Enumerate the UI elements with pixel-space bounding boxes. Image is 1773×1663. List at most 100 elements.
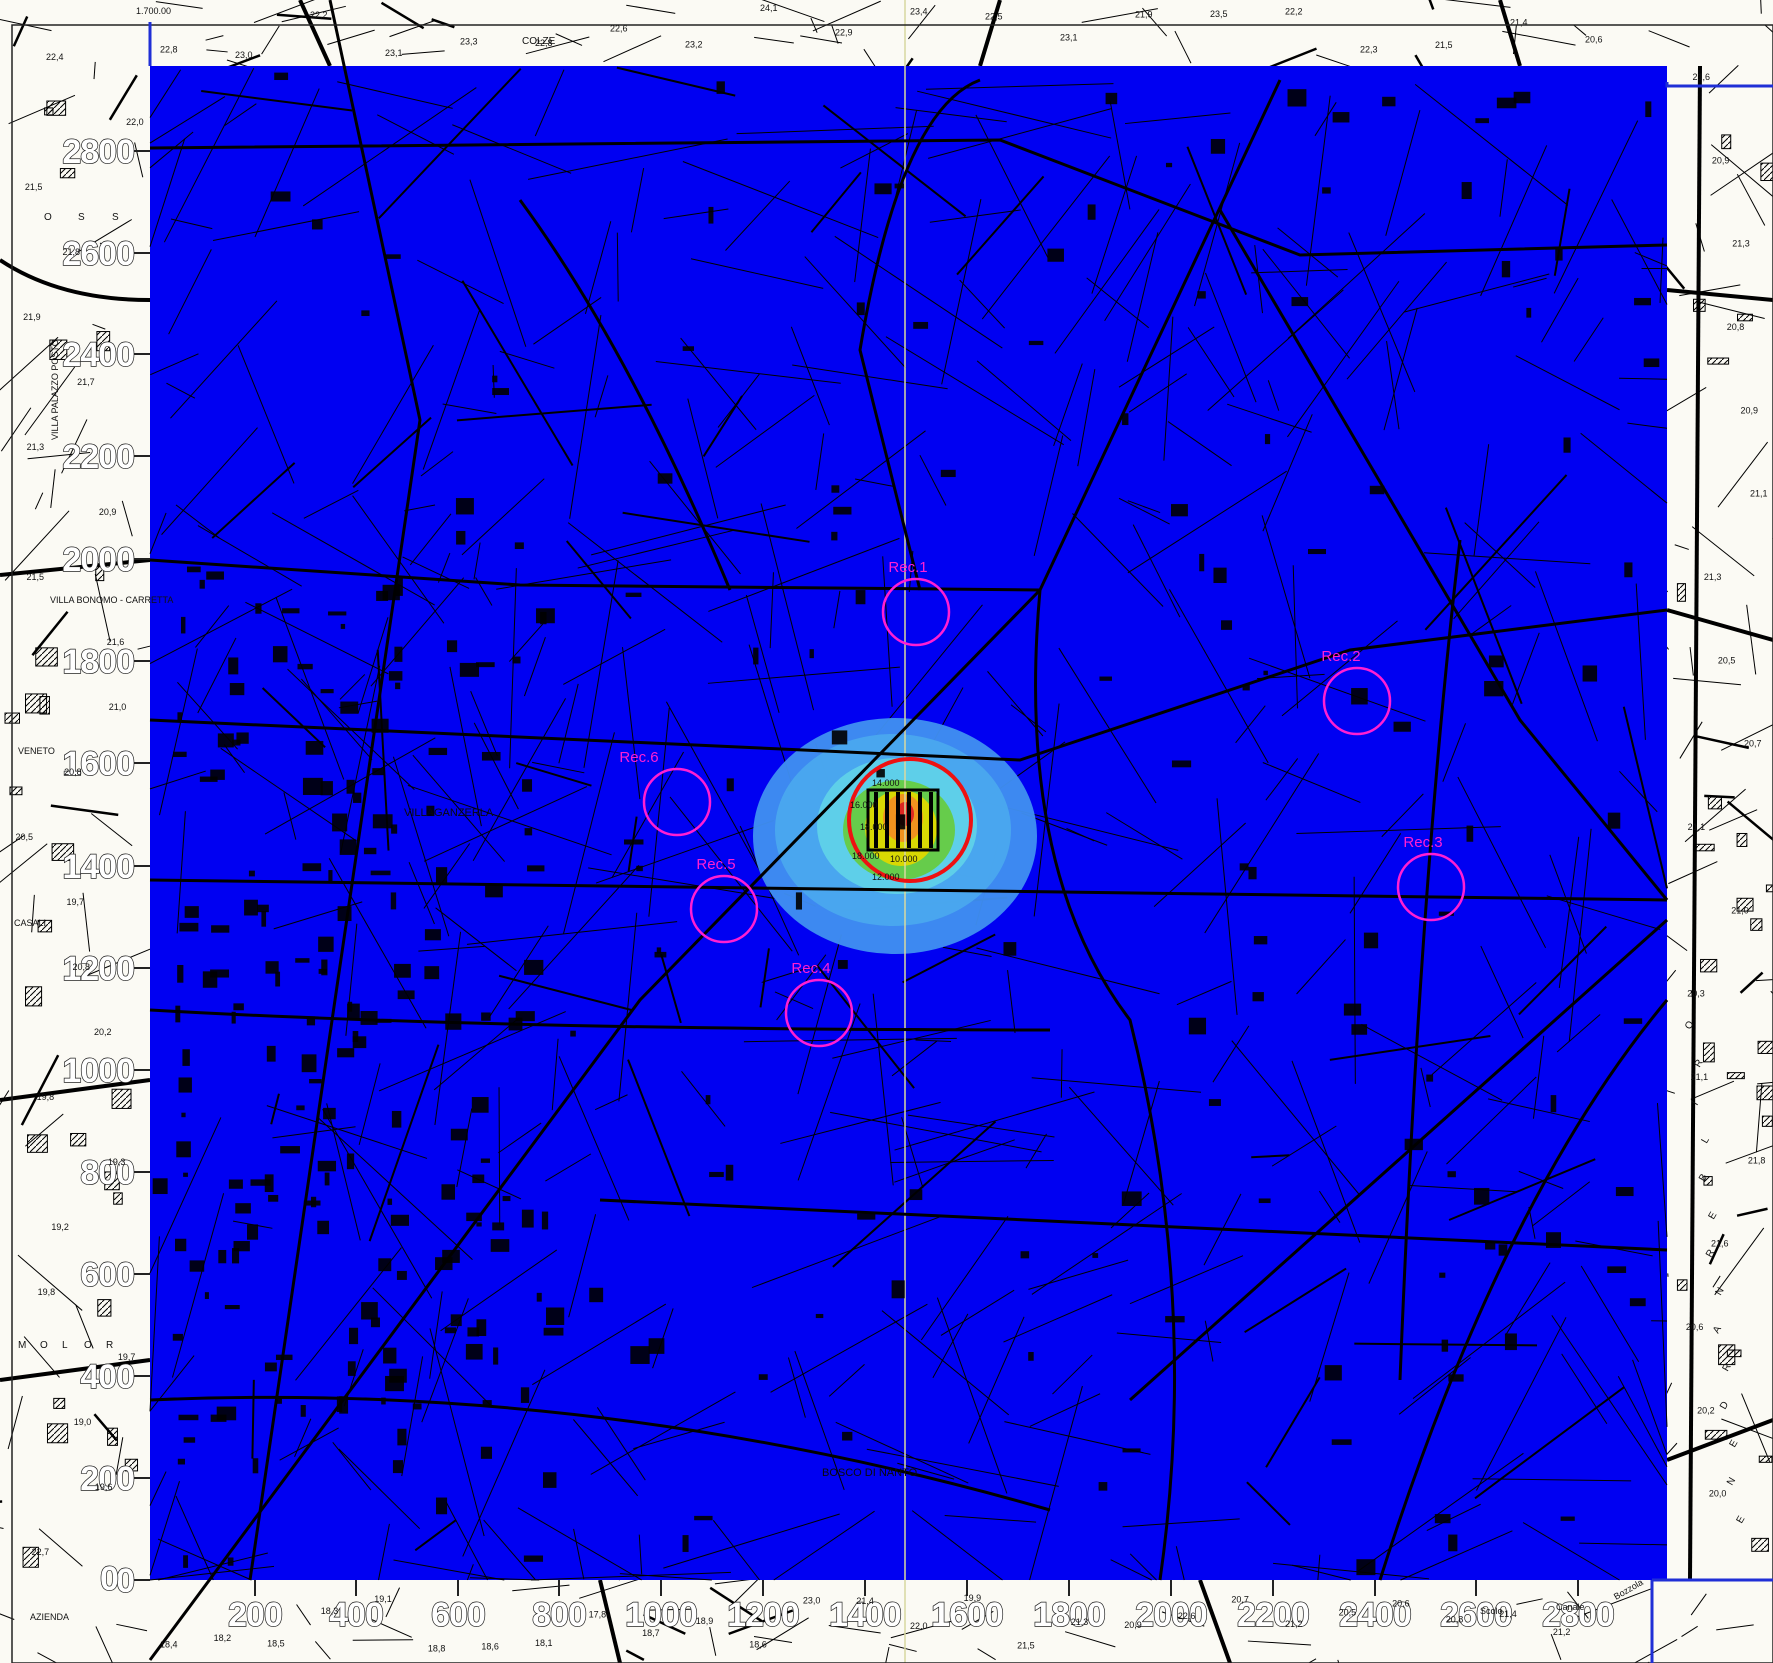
spot-height: 21,5 [1435, 40, 1453, 50]
parcel-line [709, 1586, 763, 1623]
building-footprint [493, 1347, 499, 1365]
parcel-line [759, 948, 770, 1008]
building-footprint [482, 1400, 492, 1406]
building-footprint [894, 183, 904, 189]
parcel-line [1358, 1452, 1524, 1572]
parcel-line [1077, 369, 1096, 467]
building-footprint [199, 579, 205, 589]
parcel-line [1499, 159, 1508, 217]
building-footprint [229, 683, 245, 696]
building-footprint [1751, 1537, 1769, 1552]
building-footprint [274, 72, 289, 81]
building-footprint [178, 1077, 192, 1093]
building-footprint [1501, 260, 1511, 278]
parcel-line [828, 1363, 865, 1397]
spot-height: 20,0 [1709, 1489, 1727, 1499]
parcel-line [523, 637, 546, 697]
building-footprint [1356, 1559, 1376, 1576]
parcel-line [1553, 188, 1571, 276]
parcel-line [508, 623, 544, 662]
building-footprint [363, 847, 377, 855]
parcel-line [941, 199, 982, 385]
parcel-line [895, 107, 1007, 123]
building-footprint [466, 1212, 482, 1222]
building-footprint [856, 302, 865, 316]
building-footprint [536, 1292, 542, 1302]
x-tick-label: 2000 [1135, 1596, 1207, 1634]
building-footprint [371, 718, 389, 733]
y-tick-label: 0 [116, 1562, 134, 1600]
spot-height: 22,3 [1360, 44, 1378, 54]
building-footprint [1439, 1272, 1446, 1278]
parcel-line [1122, 1080, 1160, 1205]
parcel-line [1690, 1593, 1707, 1616]
building-footprint [1645, 101, 1652, 118]
parcel-line [1309, 1272, 1350, 1402]
spot-height: 21,5 [1017, 1640, 1035, 1650]
building-footprint [708, 206, 714, 224]
building-footprint [1332, 112, 1350, 123]
parcel-line [95, 1626, 114, 1663]
building-footprint [96, 331, 111, 352]
building-footprint [59, 168, 76, 179]
building-footprint [1248, 866, 1257, 880]
building-footprint [295, 958, 310, 963]
parcel-line [944, 1514, 1037, 1523]
building-footprint [264, 1174, 274, 1193]
parcel-line [372, 1287, 492, 1407]
building-footprint [520, 1387, 530, 1403]
parcel-line [271, 512, 435, 606]
margin-letter: I [1690, 1100, 1701, 1108]
spot-height: 23,4 [910, 7, 928, 17]
parcel-line [1118, 497, 1170, 525]
spot-height: 20,9 [1740, 405, 1758, 415]
building-footprint [178, 1414, 199, 1421]
spot-height: 21,1 [1750, 489, 1768, 499]
parcel-line [915, 1039, 952, 1043]
building-footprint [472, 1174, 485, 1184]
building-footprint [1105, 92, 1118, 105]
parcel-line [1122, 1518, 1240, 1528]
building-footprint [270, 191, 291, 202]
building-footprint [204, 1292, 209, 1299]
building-footprint [1188, 1017, 1207, 1035]
building-footprint [624, 839, 644, 845]
parcel-line [281, 5, 346, 23]
building-footprint [275, 1396, 282, 1404]
parcel-line [1712, 1275, 1721, 1288]
spot-height: 20,8 [1446, 1614, 1464, 1624]
parcel-line [1003, 1294, 1113, 1343]
spot-height: 21,2 [1285, 1619, 1303, 1629]
building-footprint [1498, 1244, 1508, 1256]
parcel-line [1546, 895, 1661, 931]
parcel-line [205, 35, 224, 41]
parcel-line [1287, 213, 1426, 339]
spot-height: 20,2 [1697, 1405, 1715, 1415]
parcel-line [1277, 227, 1339, 278]
parcel-line [660, 953, 682, 1024]
building-footprint [424, 966, 440, 980]
parcel-line [1755, 979, 1773, 982]
building-footprint [183, 1555, 189, 1568]
parcel-line [1556, 1014, 1601, 1053]
building-footprint [1488, 655, 1504, 668]
parcel-line [456, 1108, 473, 1188]
spot-height: 22,0 [126, 117, 144, 127]
spot-height: 18,2 [214, 1633, 232, 1643]
parcel-line [1505, 1262, 1551, 1335]
building-footprint [1331, 1439, 1352, 1445]
building-footprint [353, 792, 362, 803]
building-footprint [216, 1406, 237, 1421]
parcel-line [754, 36, 794, 44]
spot-height: 23,0 [803, 1595, 821, 1605]
building-footprint [512, 656, 521, 664]
building-footprint [177, 964, 184, 983]
parcel-line [1444, 0, 1511, 8]
parcel-line [149, 1117, 222, 1274]
spot-height: 22,2 [1285, 7, 1303, 17]
source-ring [847, 757, 973, 883]
parcel-line [872, 993, 894, 1186]
building-footprint [1003, 942, 1017, 956]
parcel-line [12, 16, 29, 47]
building-footprint [1702, 1042, 1715, 1063]
